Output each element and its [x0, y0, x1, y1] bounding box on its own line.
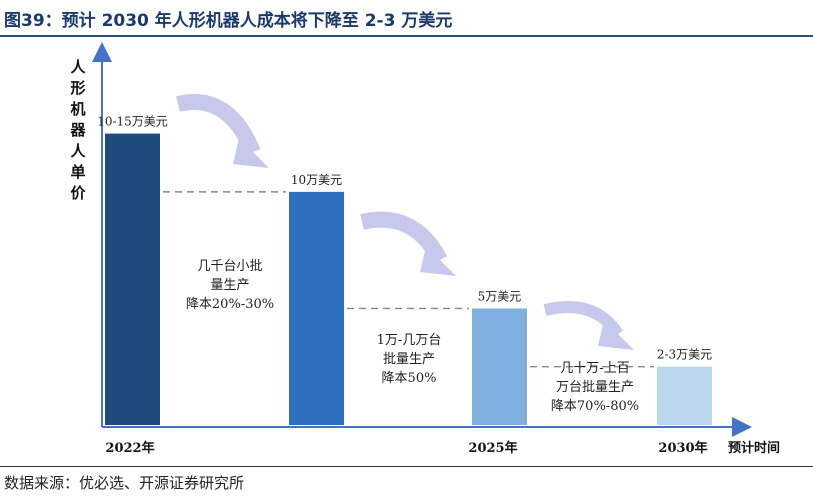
annotation-3-line-2: 万台批量生产	[556, 380, 634, 395]
trend-arrow-1-head	[233, 138, 269, 168]
annotation-2-line-1: 1万-几万台	[377, 333, 442, 348]
x-tick-label-1: 2022年	[105, 440, 154, 456]
bar-label-b3: 5万美元	[478, 289, 522, 303]
trend-arrow-2	[360, 211, 456, 276]
figure-title: 图39：预计 2030 年人形机器人成本将下降至 2-3 万美元	[4, 11, 453, 31]
bar-label-b2: 10万美元	[291, 173, 342, 187]
bar-b4	[657, 366, 712, 425]
x-axis-label: 预计时间	[728, 440, 780, 456]
trend-arrow-3	[543, 301, 634, 350]
price-chart: 10-15万美元 10万美元 5万美元 2-3万美元 几千台小批量生产降本20%-30%…	[69, 42, 780, 456]
annotation-2-line-3: 降本50%	[382, 371, 437, 386]
annotation-1-line-3: 降本20%-30%	[186, 297, 274, 312]
annotation-1-line-2: 量生产	[210, 278, 249, 293]
bar-label-b1: 10-15万美元	[97, 115, 168, 129]
trend-arrow-2-body	[360, 211, 448, 264]
bar-label-b4: 2-3万美元	[657, 348, 712, 362]
x-tick-label-2: 2025年	[468, 440, 517, 456]
y-axis-label: 人形机器人单价	[69, 58, 86, 202]
annotation-2-line-2: 批量生产	[383, 352, 435, 367]
trend-arrow-3-head	[598, 320, 634, 350]
annotation-3-line-1: 几十万-上百	[560, 361, 629, 376]
bar-b2	[289, 191, 344, 425]
source-note: 数据来源：优必选、开源证券研究所	[4, 474, 245, 492]
bar-b3	[472, 308, 527, 425]
trend-arrow-1	[176, 94, 269, 168]
annotation-3-line-3: 降本70%-80%	[551, 399, 639, 414]
trend-arrow-3-body	[543, 301, 624, 338]
trend-arrow-2-head	[420, 246, 456, 276]
bar-b1	[105, 133, 160, 425]
title-divider	[0, 35, 813, 37]
footer-divider	[0, 466, 813, 467]
trend-arrow-1-body	[176, 94, 261, 156]
x-tick-label-3: 2030年	[658, 440, 707, 456]
annotation-1-line-1: 几千台小批	[197, 259, 262, 274]
